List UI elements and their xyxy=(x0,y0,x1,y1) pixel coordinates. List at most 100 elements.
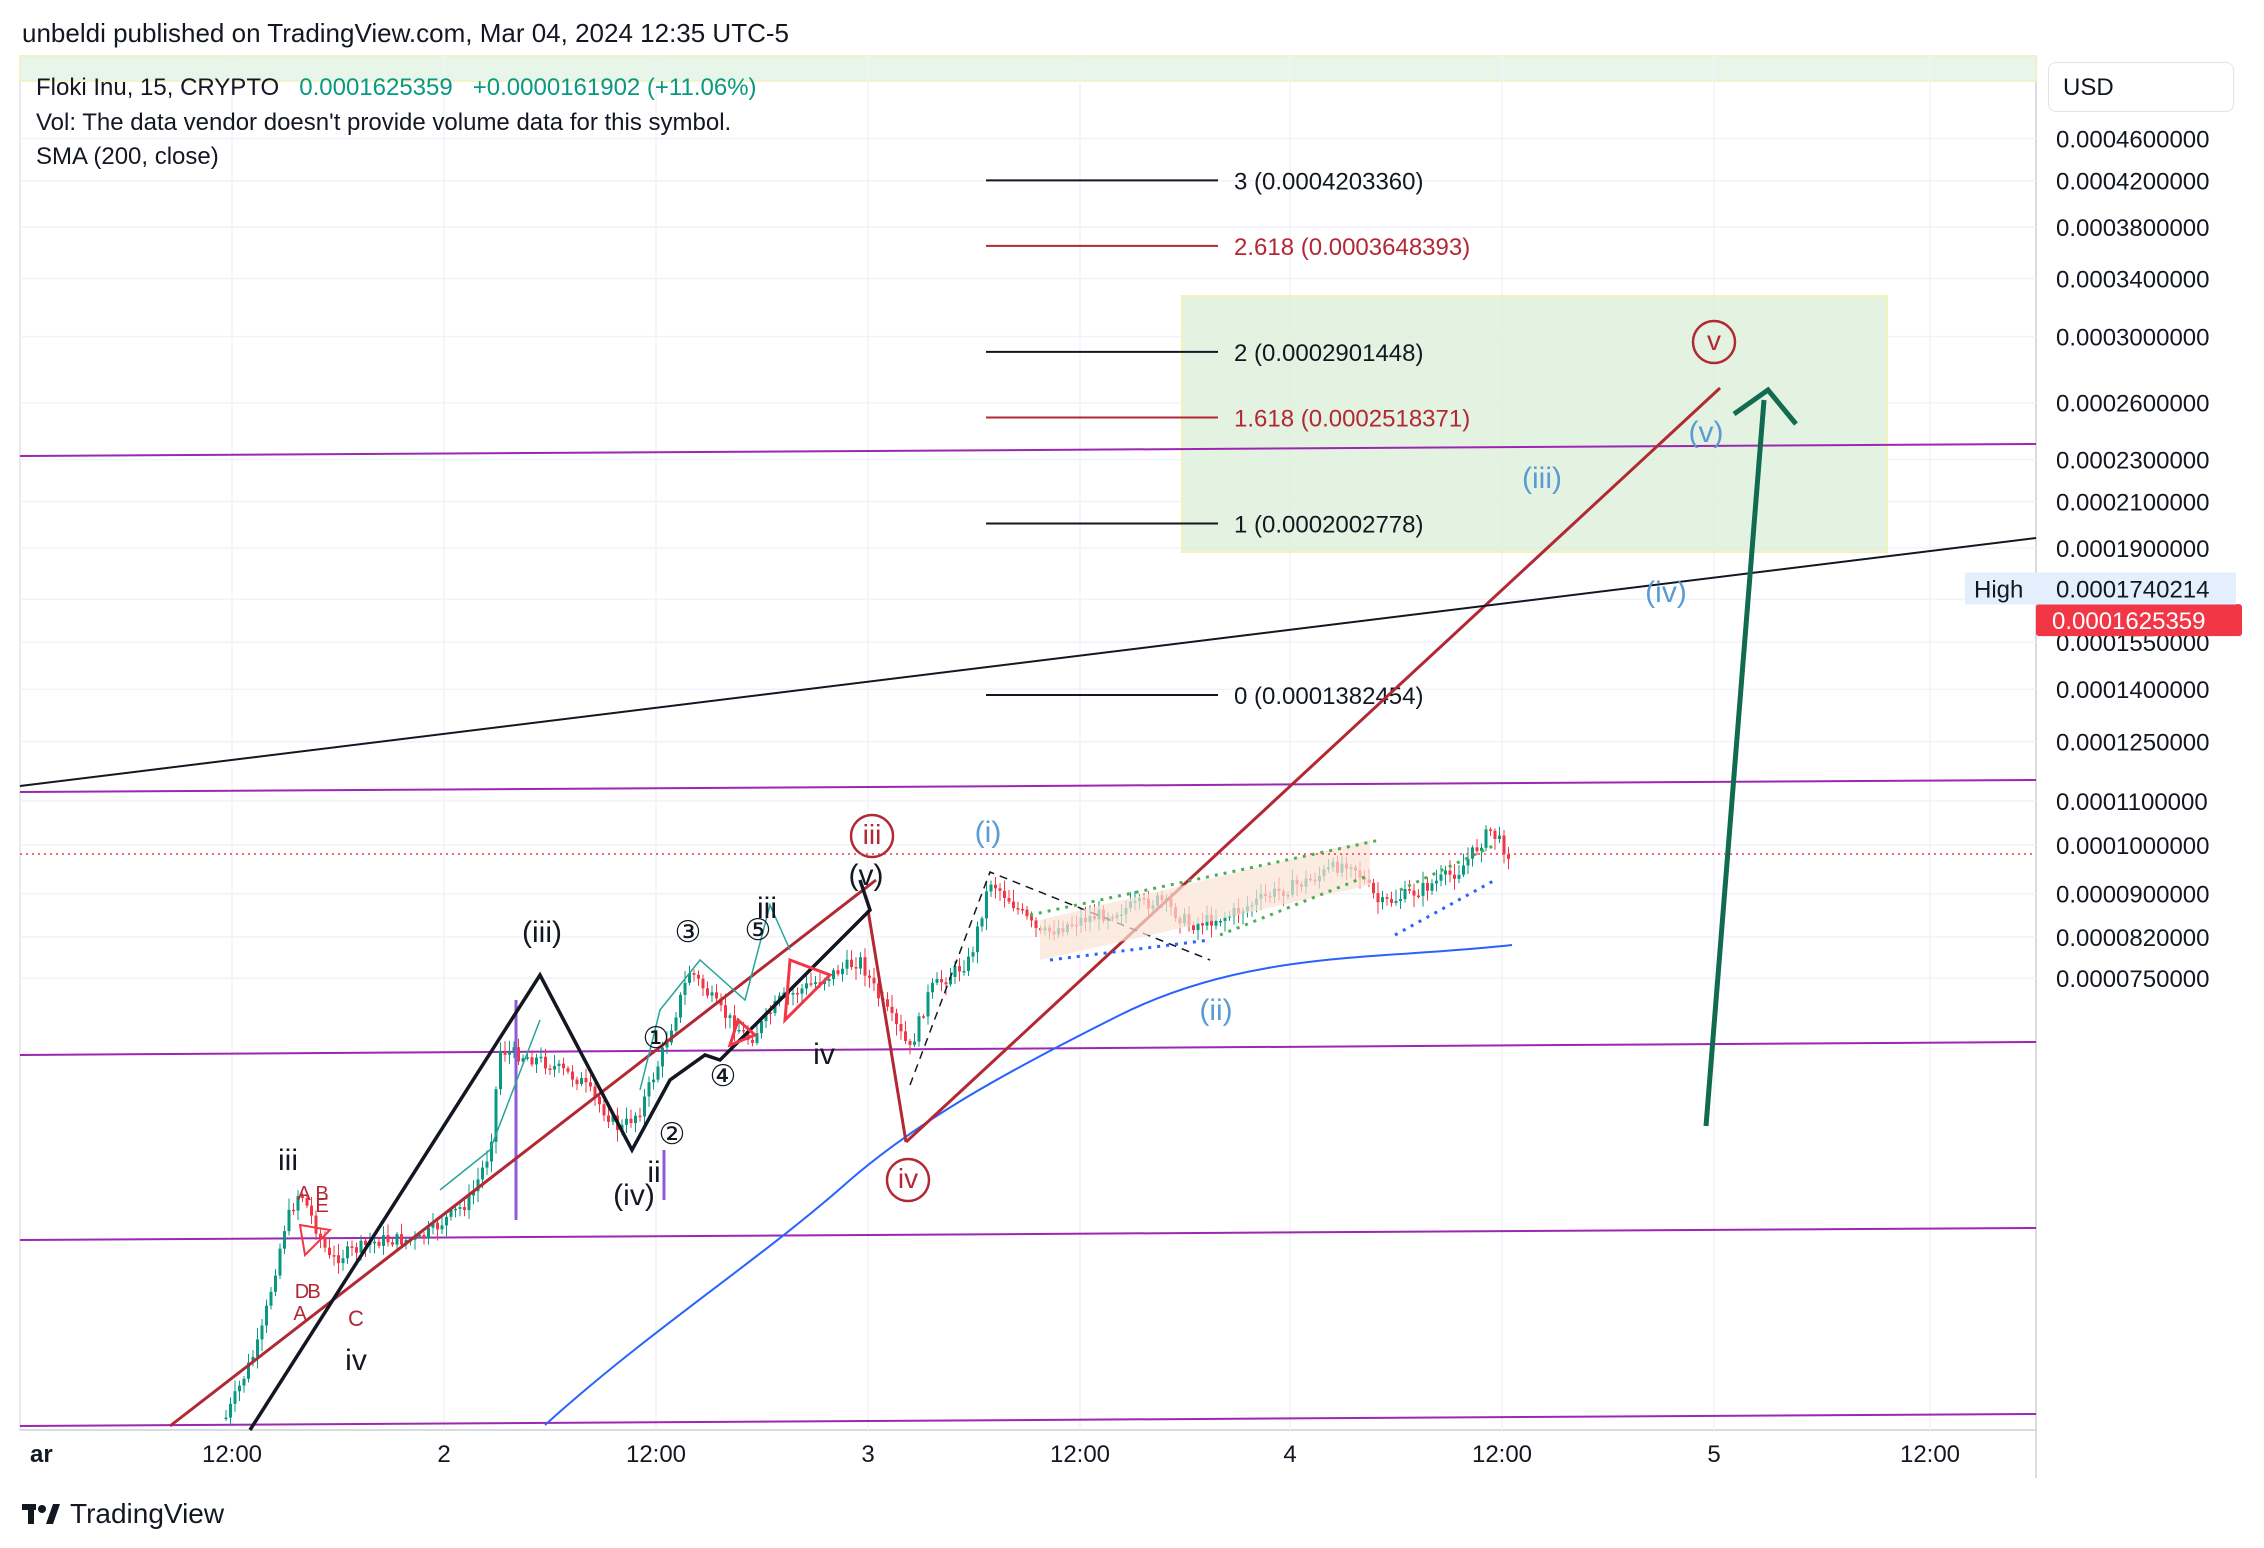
currency-button[interactable]: USD xyxy=(2048,62,2234,112)
candle-body xyxy=(1489,829,1492,831)
candle-body xyxy=(850,959,853,968)
candle-body xyxy=(454,1208,457,1211)
publish-header: unbeldi published on TradingView.com, Ma… xyxy=(22,18,789,48)
price-tick-label: 0.0003800000 xyxy=(2056,215,2210,242)
candle-body xyxy=(872,977,876,984)
candle-body xyxy=(764,1012,768,1022)
candle-body xyxy=(247,1362,250,1379)
wave-label: (v) xyxy=(849,859,884,892)
candle-body xyxy=(1394,901,1398,903)
legend-sma[interactable]: SMA (200, close) xyxy=(36,143,219,170)
candle-body xyxy=(994,884,997,889)
candle-body xyxy=(643,1096,646,1117)
tradingview-brand[interactable]: TradingView xyxy=(22,1498,224,1530)
candle-body xyxy=(346,1246,349,1259)
candle-body xyxy=(1381,897,1384,903)
candle-body xyxy=(530,1057,534,1065)
candle-body xyxy=(476,1179,480,1192)
candle-body xyxy=(607,1115,610,1122)
candle-body xyxy=(341,1258,345,1264)
time-tick-label: ar xyxy=(30,1441,53,1468)
candle-body xyxy=(296,1196,300,1211)
wave-label: (v) xyxy=(1689,416,1724,449)
candle-body xyxy=(292,1209,295,1212)
candle-body xyxy=(827,979,831,981)
candle-body xyxy=(445,1216,448,1226)
candle-body xyxy=(512,1047,516,1052)
wave-label: C xyxy=(356,1325,357,1327)
candle-body xyxy=(944,982,948,985)
candle-body xyxy=(863,957,867,976)
candle-body xyxy=(719,998,723,1006)
price-tick-label: 0.0001400000 xyxy=(2056,677,2210,704)
candle-body xyxy=(1003,890,1006,899)
candle-body xyxy=(760,1021,763,1034)
candle-body xyxy=(553,1066,556,1070)
candle-body xyxy=(922,1016,925,1018)
candle-body xyxy=(701,978,705,989)
candle-body xyxy=(508,1051,511,1055)
candle-body xyxy=(517,1047,520,1062)
candle-body xyxy=(976,926,979,953)
price-tick-label: 0.0002300000 xyxy=(2056,447,2210,474)
candle-body xyxy=(463,1207,466,1211)
candle-body xyxy=(364,1240,367,1245)
candle-body xyxy=(503,1050,507,1055)
wave-drawings xyxy=(19,386,2037,1431)
candle-body xyxy=(1421,882,1425,896)
candle-body xyxy=(899,1023,903,1032)
candle-body xyxy=(1408,889,1411,891)
wave-label: ① xyxy=(643,1022,670,1055)
candle-body xyxy=(791,992,795,995)
candle-body xyxy=(499,1050,502,1090)
candle-body xyxy=(373,1241,376,1244)
candle-body xyxy=(580,1078,583,1085)
candle-body xyxy=(562,1063,565,1069)
candle-body xyxy=(229,1403,232,1418)
candle-body xyxy=(1021,908,1024,911)
wave-label: ⑤ xyxy=(745,914,772,947)
candle-body xyxy=(755,1033,759,1043)
red-wave-v-line xyxy=(904,386,1722,1144)
candle-body xyxy=(953,966,957,977)
candle-body xyxy=(935,979,939,983)
purple-line xyxy=(19,1041,2037,1056)
candle-body xyxy=(710,992,714,996)
candle-body xyxy=(233,1391,237,1404)
red-circle xyxy=(1691,319,1737,365)
time-axis: ar 12:00 2 12:00 3 12:00 4 12:00 5 12:00 xyxy=(30,1441,1960,1468)
candle-body xyxy=(706,988,709,996)
candle-body xyxy=(625,1118,628,1125)
candle-body xyxy=(1390,898,1393,903)
high-value: 0.0001740214 xyxy=(2056,577,2210,604)
candle-body xyxy=(638,1115,642,1118)
black-trend-line xyxy=(19,537,2037,787)
candle-body xyxy=(521,1058,525,1062)
candle-body xyxy=(1196,923,1200,931)
candle-body xyxy=(1448,870,1452,875)
candle-body xyxy=(728,1015,732,1018)
candle-body xyxy=(494,1089,498,1142)
time-tick-label: 5 xyxy=(1707,1441,1720,1468)
candle-body xyxy=(535,1057,538,1065)
purple-line xyxy=(19,443,2037,457)
candle-body xyxy=(485,1161,489,1168)
candle-body xyxy=(566,1068,570,1072)
candle-body xyxy=(805,983,808,989)
candle-body xyxy=(557,1063,561,1067)
candle-body xyxy=(265,1305,268,1326)
wave-label: B xyxy=(307,1281,320,1303)
candle-body xyxy=(301,1196,304,1198)
candle-body xyxy=(467,1195,471,1211)
price-tick-label: 0.0001100000 xyxy=(2056,789,2208,816)
candle-body xyxy=(958,966,961,972)
teal-wave-path xyxy=(439,1019,541,1191)
candle-body xyxy=(1201,923,1204,926)
candle-body xyxy=(1480,847,1483,852)
candle-body xyxy=(895,1013,898,1024)
candle-body xyxy=(350,1246,354,1248)
candle-body xyxy=(656,1066,660,1080)
fib-level-label: 1.618 (0.0002518371) xyxy=(1234,405,1470,432)
wave-label: D xyxy=(295,1281,309,1303)
